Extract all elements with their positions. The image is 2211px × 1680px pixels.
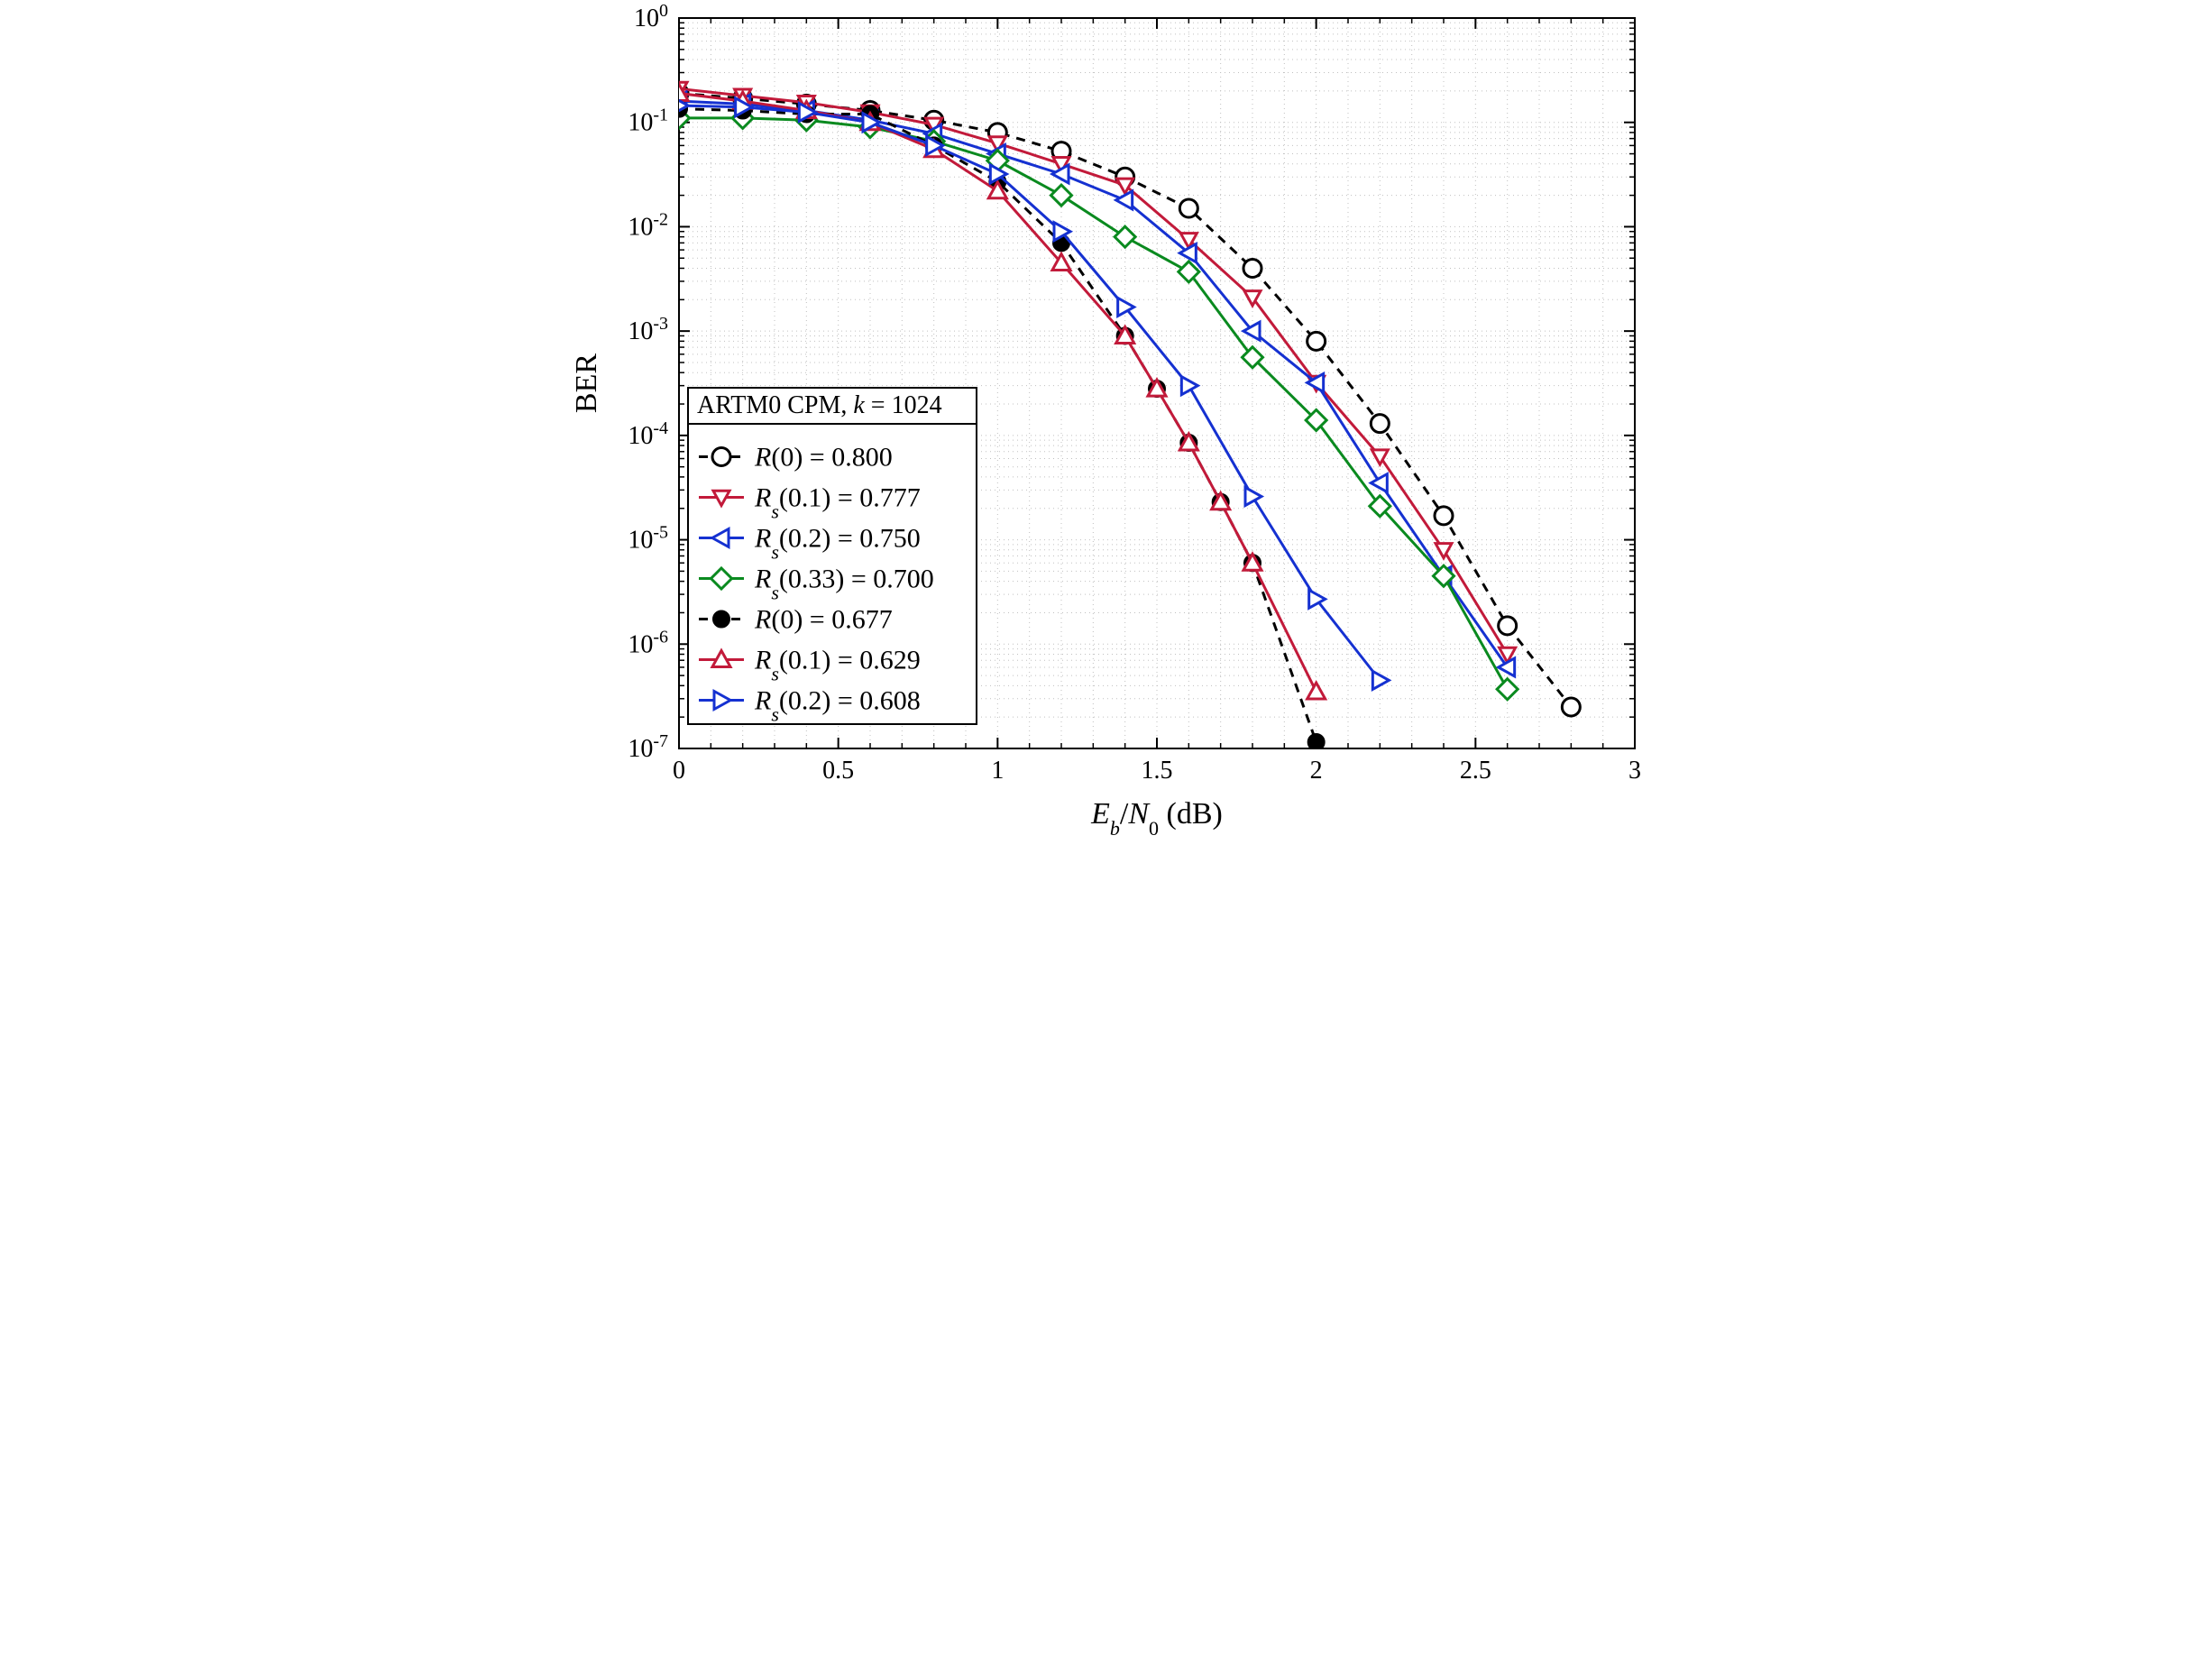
xtick-label: 0: [673, 757, 685, 785]
chart-container: 00.511.522.5310-710-610-510-410-310-210-…: [553, 0, 1658, 840]
ylabel: BER: [570, 353, 603, 413]
legend: ARTM0 CPM, k = 1024R(0) = 0.800Rs(0.1) =…: [688, 388, 977, 725]
ber-chart: 00.511.522.5310-710-610-510-410-310-210-…: [553, 0, 1658, 840]
xtick-label: 2.5: [1460, 757, 1491, 785]
xtick-label: 1: [991, 757, 1004, 785]
xtick-label: 3: [1628, 757, 1641, 785]
xtick-label: 1.5: [1142, 757, 1173, 785]
legend-label-4: R(0) = 0.677: [754, 605, 893, 635]
xtick-label: 2: [1310, 757, 1323, 785]
xtick-label: 0.5: [822, 757, 854, 785]
legend-label-0: R(0) = 0.800: [754, 443, 893, 473]
legend-title: ARTM0 CPM, k = 1024: [697, 391, 942, 419]
